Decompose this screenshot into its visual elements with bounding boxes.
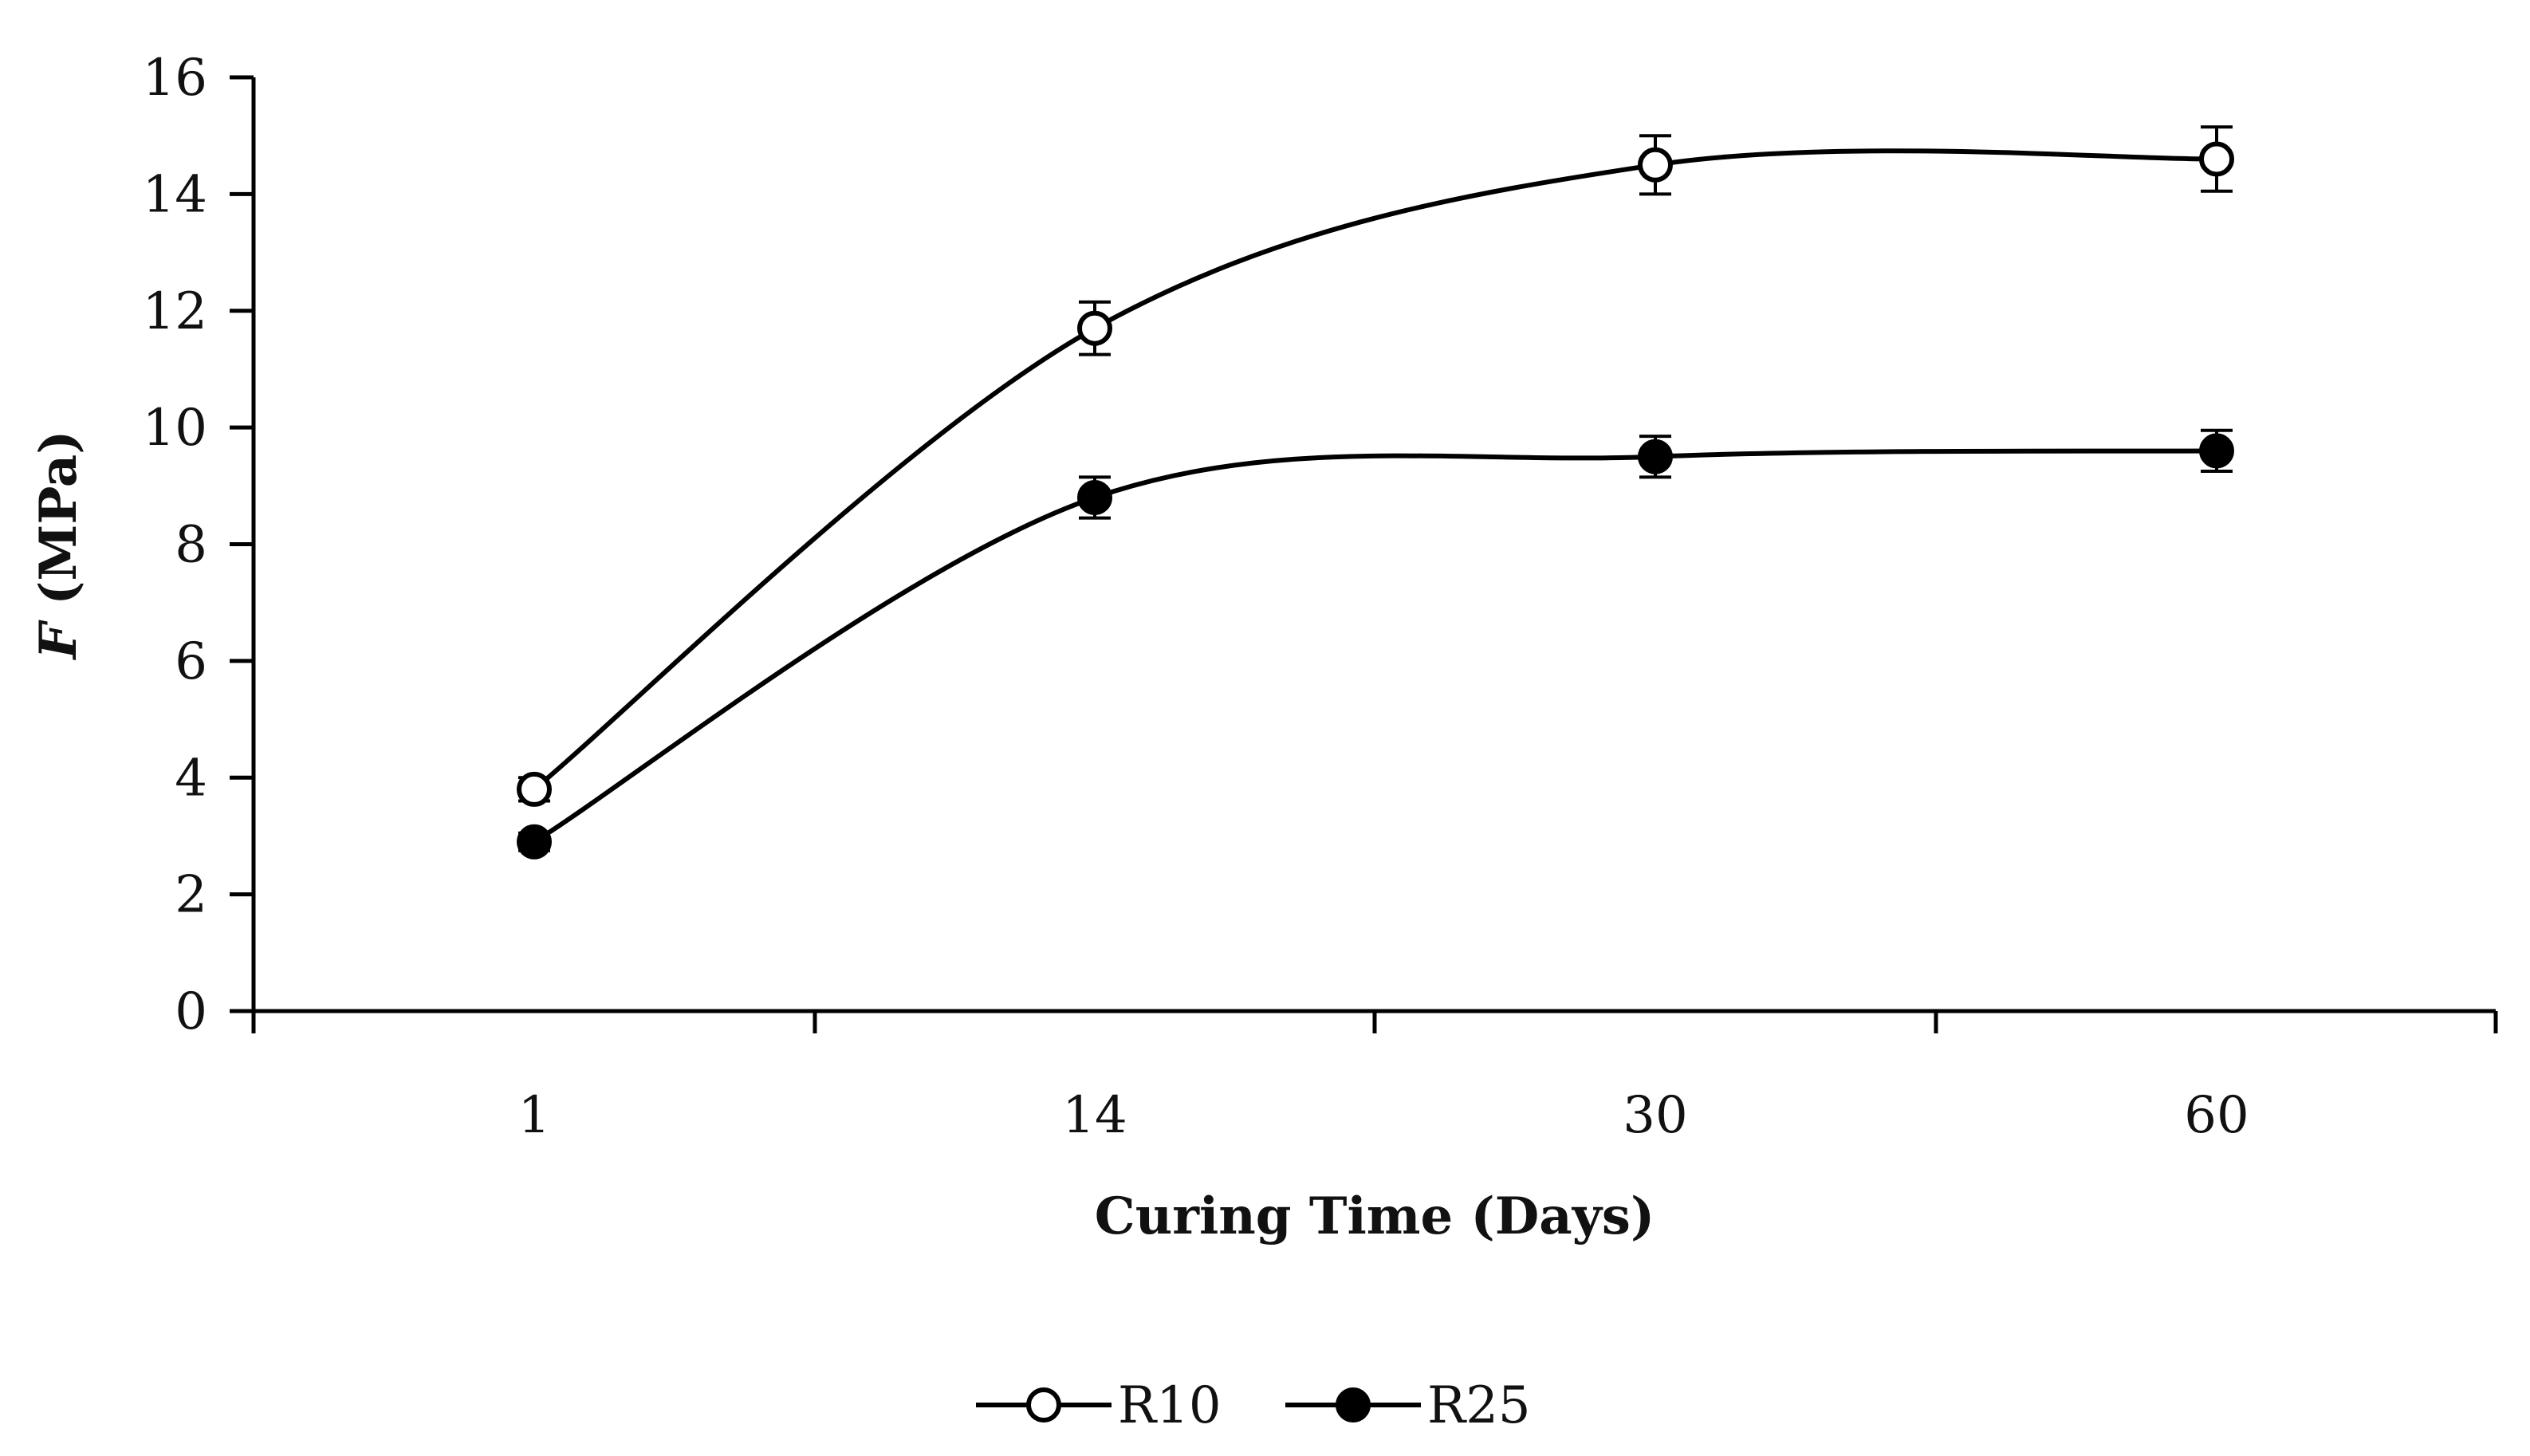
- y-tick-label: 10: [143, 399, 207, 458]
- data-point: [517, 771, 552, 807]
- series-line: [533, 148, 2217, 792]
- y-tick-label: 2: [175, 866, 207, 925]
- y-tick-label: 8: [175, 516, 207, 575]
- y-tick-label: 14: [143, 165, 207, 224]
- data-point: [2199, 141, 2234, 177]
- data-point: [517, 824, 552, 860]
- y-axis-title-unit: (MPa): [29, 431, 89, 624]
- series-layer: [517, 125, 2234, 860]
- x-axis-title: Curing Time (Days): [1095, 1186, 1655, 1246]
- y-axis-title: F (MPa): [29, 431, 89, 661]
- series-line: [533, 448, 2217, 844]
- legend-item-r10: R10: [976, 1376, 1222, 1435]
- y-tick-label: 4: [175, 749, 207, 808]
- y-tick-label: 6: [175, 632, 207, 691]
- x-tick-label: 1: [518, 1086, 551, 1145]
- y-tick-label: 0: [175, 982, 207, 1041]
- data-point: [1077, 310, 1112, 346]
- data-point: [1638, 439, 1673, 474]
- legend: R10 R25: [976, 1376, 1531, 1435]
- data-point: [2199, 433, 2234, 469]
- data-point: [1077, 479, 1112, 515]
- legend-label: R10: [1118, 1376, 1222, 1435]
- series-r10: [517, 125, 2234, 807]
- x-tick-label: 30: [1623, 1086, 1687, 1145]
- y-axis-title-italic: F: [29, 620, 89, 661]
- y-tick-label: 12: [143, 282, 207, 341]
- legend-item-r25: R25: [1285, 1376, 1531, 1435]
- data-point: [1638, 147, 1673, 183]
- legend-label: R25: [1427, 1376, 1531, 1435]
- x-tick-label: 60: [2184, 1086, 2249, 1145]
- x-tick-label: 14: [1062, 1086, 1127, 1145]
- legend-marker: [1336, 1387, 1371, 1423]
- legend-marker: [1026, 1387, 1061, 1423]
- series-r25: [517, 428, 2234, 860]
- axes: 0 2 4 6 8 10 12 14 16 1 14 30 60: [143, 49, 2498, 1145]
- y-tick-label: 16: [143, 49, 207, 108]
